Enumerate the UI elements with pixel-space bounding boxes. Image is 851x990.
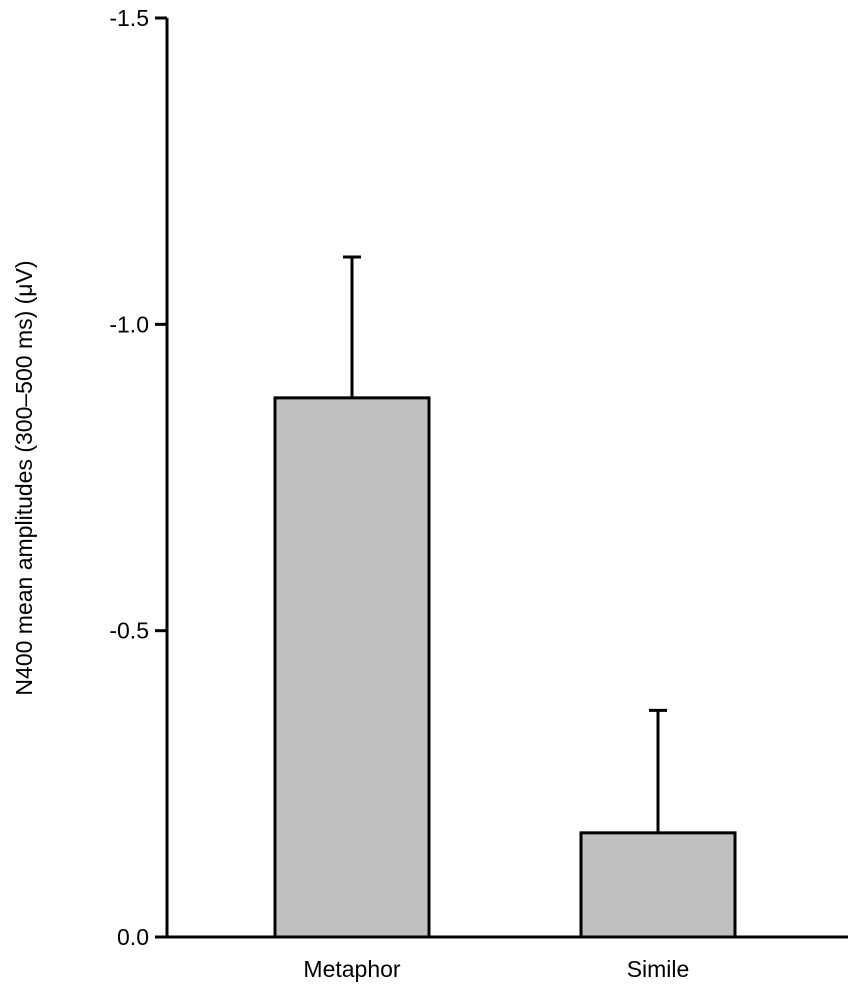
y-tick-label: -1.0 [109, 311, 149, 337]
y-ticks-group: 0.0 -0.5 -1.0 -1.5 [109, 5, 167, 950]
y-axis-title: N400 mean amplitudes (300–500 ms) (μV) [11, 260, 37, 695]
error-bars-group [343, 255, 667, 833]
bars-group [273, 396, 737, 939]
y-tick-label: -0.5 [109, 618, 149, 644]
x-category-label: Simile [627, 956, 690, 982]
bar-simile [579, 831, 737, 939]
x-labels-group: Metaphor Simile [303, 956, 689, 982]
y-tick-label: 0.0 [117, 924, 149, 950]
bar-metaphor [273, 396, 431, 939]
y-tick-label: -1.5 [109, 5, 149, 31]
x-category-label: Metaphor [303, 956, 401, 982]
